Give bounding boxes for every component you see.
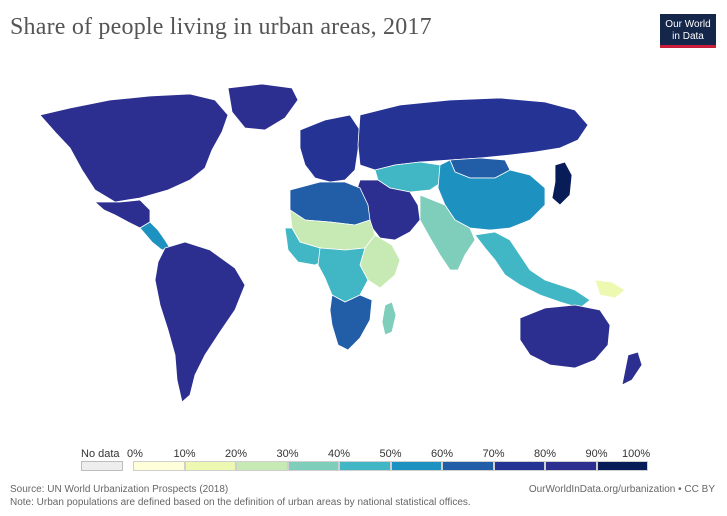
map-region-central-america[interactable] — [139, 221, 171, 251]
map-region-papua-new-guinea[interactable] — [594, 279, 626, 299]
source-note: Source: UN World Urbanization Prospects … — [10, 484, 229, 495]
map-region-australia[interactable] — [519, 304, 611, 369]
map-region-madagascar[interactable] — [381, 301, 397, 336]
map-region-central-africa[interactable] — [317, 247, 369, 303]
legend-no-data-swatch — [81, 461, 123, 471]
legend-tick-label: 40% — [328, 448, 351, 460]
logo-line-2: in Data — [672, 31, 704, 42]
map-region-southern-africa[interactable] — [329, 294, 373, 351]
legend-tick-label: 90% — [585, 448, 608, 460]
legend-swatch-5 — [390, 461, 442, 471]
map-region-southeast-asia[interactable] — [474, 231, 591, 309]
legend-tick-label: 30% — [276, 448, 299, 460]
legend-swatch-7 — [493, 461, 545, 471]
legend-no-data-label: No data — [81, 448, 120, 460]
legend-tick-label: 10% — [173, 448, 196, 460]
legend-swatch-0 — [133, 461, 185, 471]
definition-note: Note: Urban populations are defined base… — [10, 497, 471, 508]
legend-tick-label: 100% — [622, 448, 651, 460]
legend-tick-label: 60% — [431, 448, 454, 460]
legend-swatch-4 — [339, 461, 391, 471]
legend-swatch-1 — [184, 461, 236, 471]
legend-tick-label: 20% — [225, 448, 248, 460]
map-region-north-america[interactable] — [39, 93, 229, 203]
logo-line-1: Our World — [665, 19, 711, 30]
owid-logo[interactable]: Our World in Data — [660, 14, 716, 48]
legend-swatch-8 — [545, 461, 597, 471]
legend-swatch-3 — [287, 461, 339, 471]
legend-tick-label: 70% — [482, 448, 505, 460]
chart-title: Share of people living in urban areas, 2… — [10, 14, 432, 40]
map-region-japan[interactable] — [551, 161, 573, 206]
world-map — [39, 83, 643, 403]
legend-swatch-2 — [236, 461, 288, 471]
map-region-new-zealand[interactable] — [621, 351, 643, 386]
map-region-mexico[interactable] — [93, 199, 151, 229]
legend-tick-label: 80% — [534, 448, 557, 460]
map-region-greenland[interactable] — [227, 83, 299, 131]
credit-link[interactable]: OurWorldInData.org/urbanization • CC BY — [528, 484, 715, 495]
legend-tick-label: 0% — [127, 448, 143, 460]
legend-swatch-6 — [442, 461, 494, 471]
legend-swatch-9 — [596, 461, 648, 471]
map-region-europe[interactable] — [299, 114, 361, 183]
map-region-south-america[interactable] — [154, 241, 246, 403]
map-region-south-asia[interactable] — [419, 194, 476, 271]
legend-tick-label: 50% — [379, 448, 402, 460]
